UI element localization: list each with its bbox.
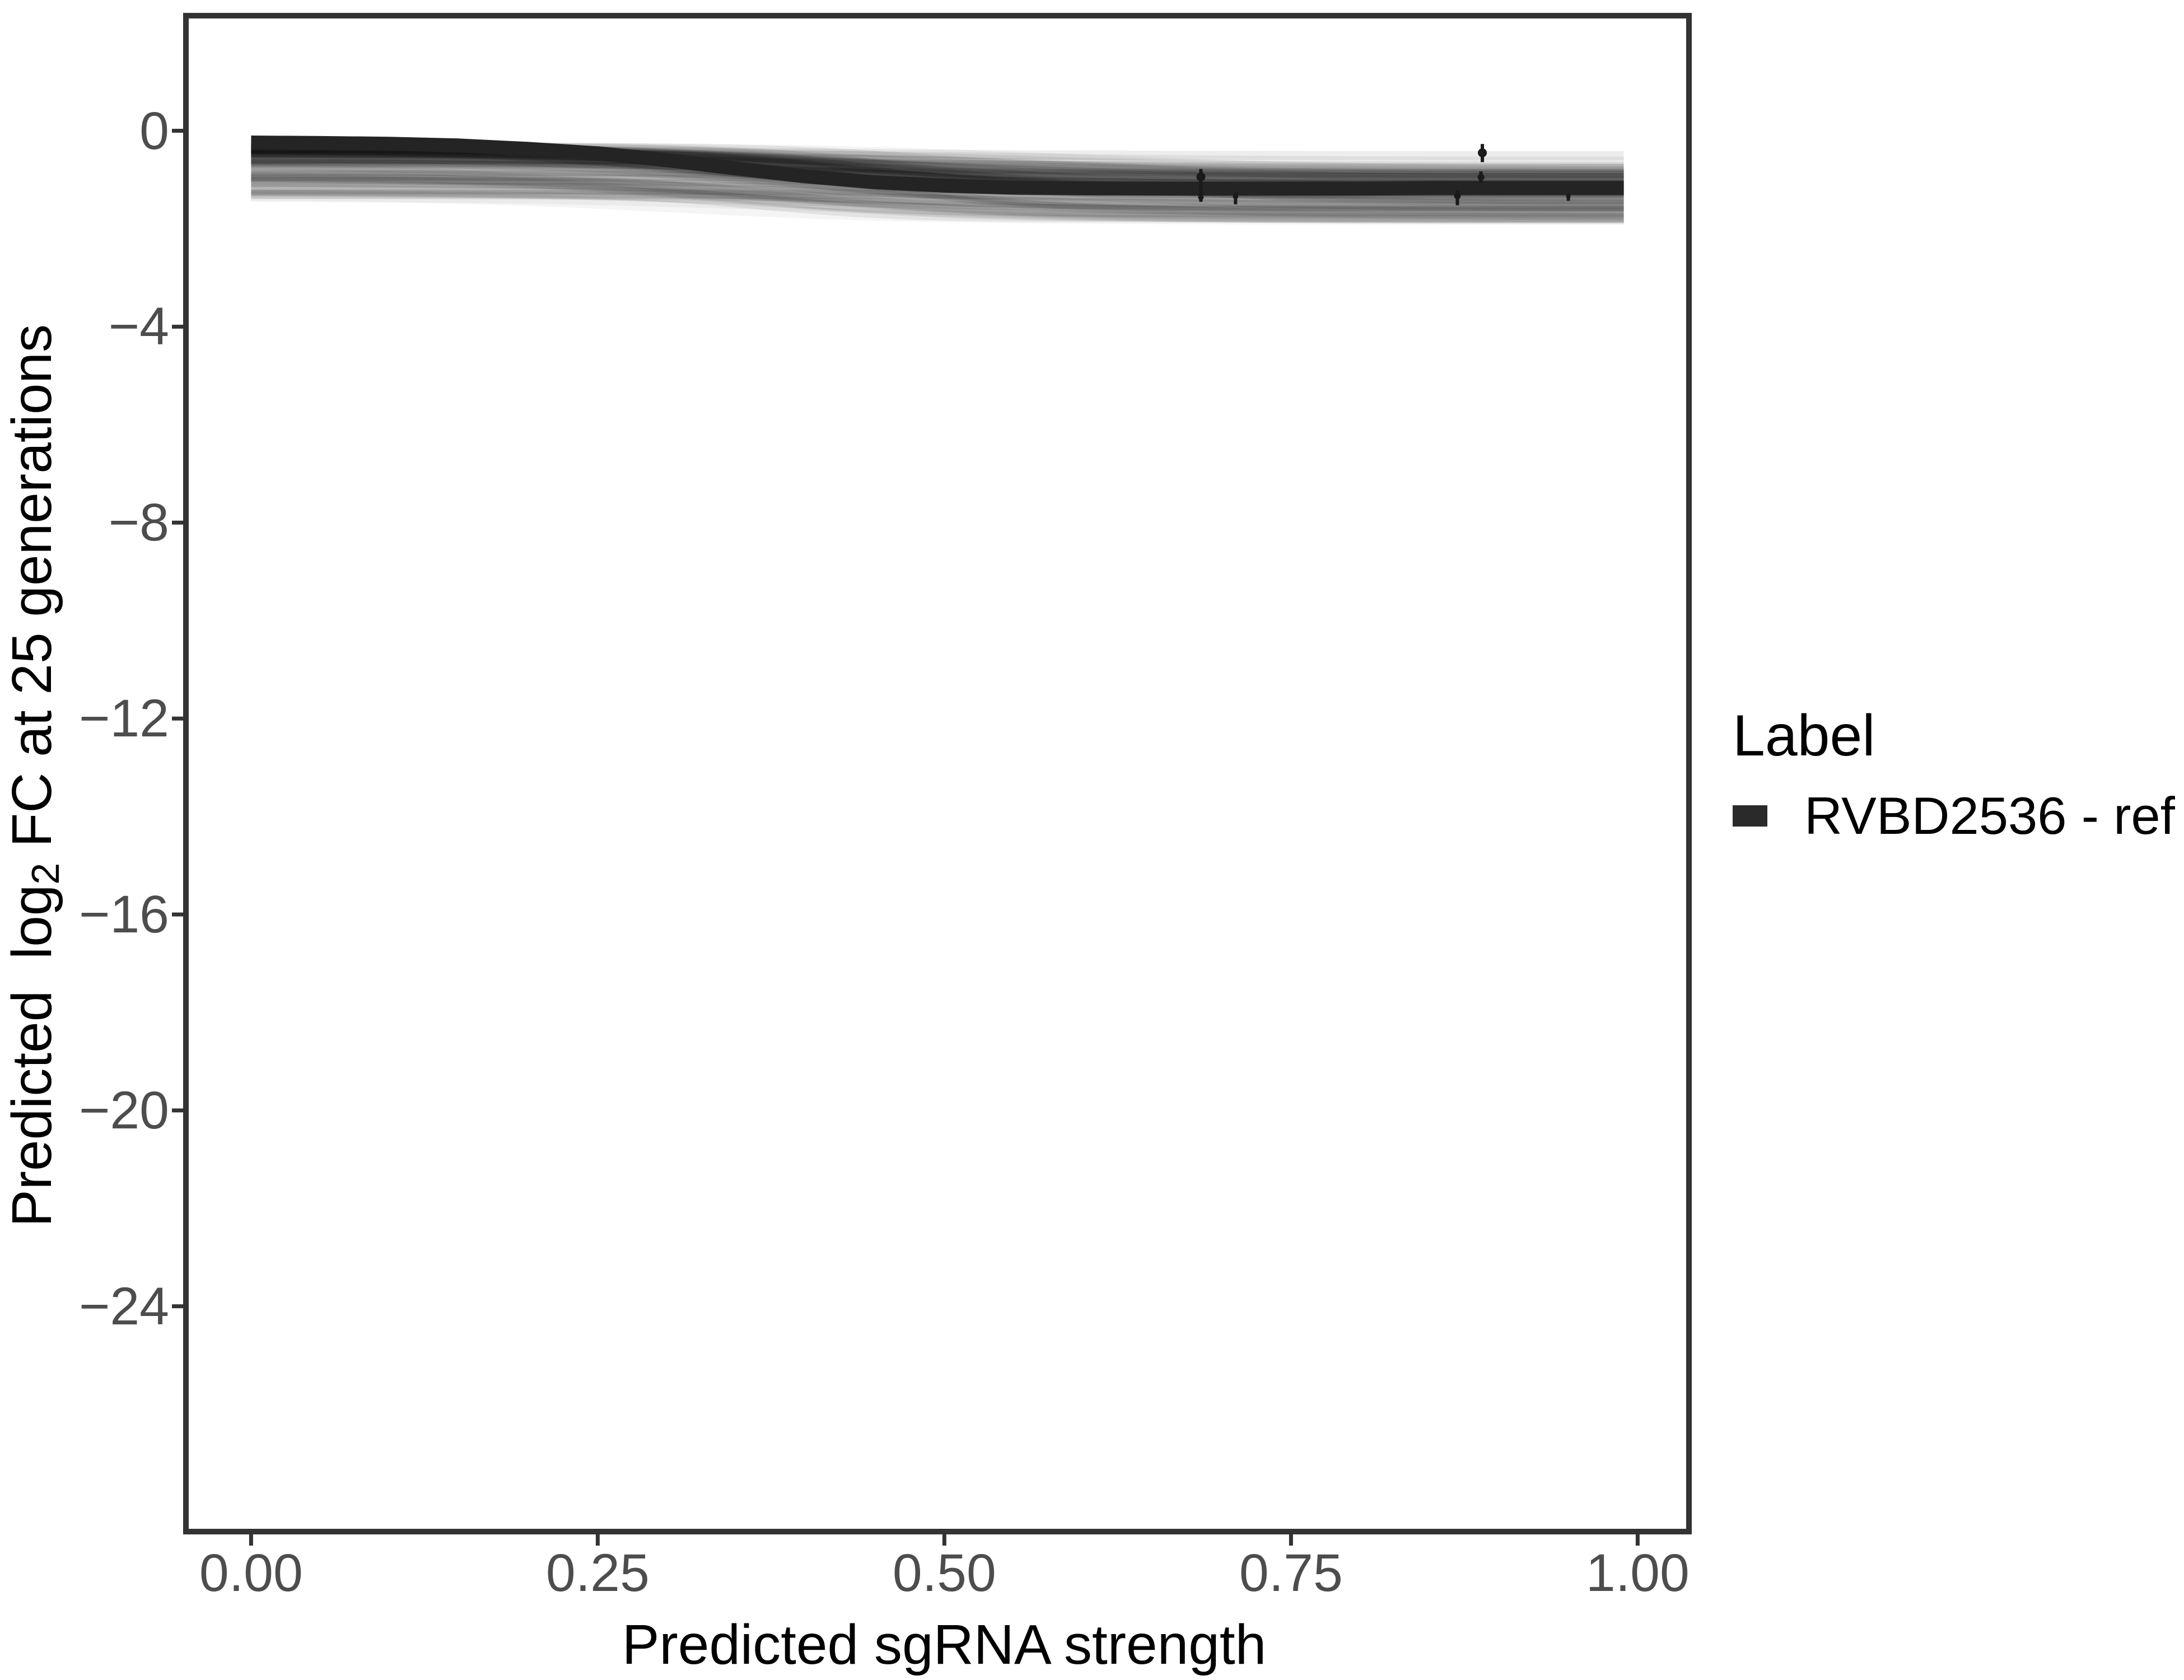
y-tick-label: −24 [78, 1276, 169, 1336]
y-tick-label: −8 [108, 493, 169, 553]
fit-curve [251, 136, 1624, 196]
y-axis-title-subscript: 2 [24, 862, 67, 885]
legend: Label RVBD2536 - ref [1733, 707, 2175, 842]
x-axis-title: Predicted sgRNA strength [622, 1613, 1267, 1676]
legend-item-label: RVBD2536 - ref [1804, 786, 2175, 845]
y-axis-title-suffix: FC at 25 generations [1, 324, 63, 863]
x-tick-label: 0.50 [892, 1543, 996, 1603]
x-tick-label: 0.00 [199, 1543, 303, 1603]
y-tick-label: −4 [108, 297, 169, 357]
point-ranges [1196, 144, 1571, 206]
legend-item: RVBD2536 - ref [1733, 790, 2175, 842]
axis-tick-marks [172, 129, 1640, 1546]
y-tick-label: −20 [78, 1080, 169, 1140]
legend-key-swatch [1733, 805, 1767, 827]
x-tick-label: 0.75 [1239, 1543, 1343, 1603]
panel-border [183, 13, 1692, 1534]
x-tick-label: 0.25 [545, 1543, 650, 1603]
y-tick-label: −16 [78, 884, 169, 944]
y-tick-label: −12 [78, 689, 169, 749]
legend-title: Label [1733, 703, 1875, 768]
y-tick-label: 0 [139, 101, 169, 161]
x-tick-label: 1.00 [1585, 1543, 1690, 1603]
